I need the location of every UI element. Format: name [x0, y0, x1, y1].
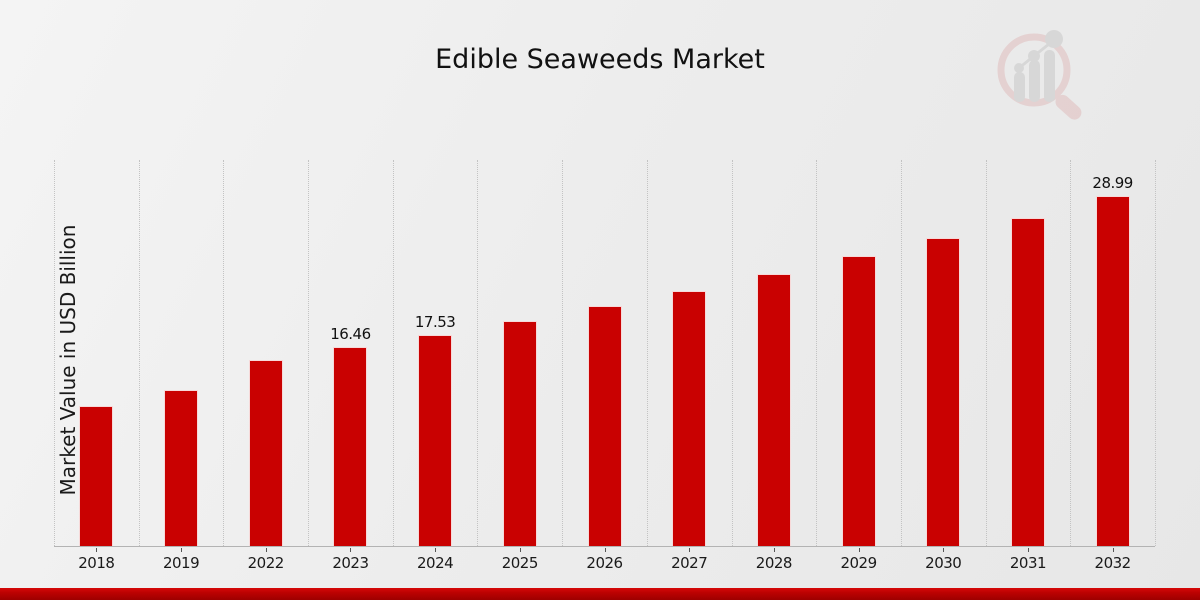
x-axis-line [54, 546, 1155, 547]
bar-2025 [502, 320, 537, 546]
bar-value-label-2024: 17.53 [414, 312, 456, 331]
gridline [731, 160, 733, 546]
bar-2028 [756, 273, 791, 546]
x-axis-tick [689, 548, 691, 552]
bar-2029 [841, 256, 876, 546]
bar-2030 [926, 237, 961, 546]
gridline [308, 160, 310, 546]
x-axis-tick [943, 548, 945, 552]
bar-2031 [1010, 217, 1045, 546]
bar-2026 [587, 306, 622, 546]
gridline [477, 160, 479, 546]
x-tick-label-2028: 2028 [755, 554, 793, 572]
bar-2022 [248, 359, 283, 546]
x-tick-label-2022: 2022 [247, 554, 285, 572]
logo-bar-small [1014, 72, 1025, 102]
x-tick-label-2025: 2025 [501, 554, 539, 572]
bar-2023 [333, 347, 368, 546]
bar-2019 [164, 390, 199, 546]
x-axis-tick [1112, 548, 1114, 552]
bar-2032 [1095, 196, 1130, 546]
magnifier-ring [997, 33, 1071, 107]
logo-dot-2 [1028, 50, 1040, 62]
x-tick-label-2026: 2026 [586, 554, 623, 572]
gridline [562, 160, 564, 546]
bar-2024 [418, 334, 453, 546]
gridline [900, 160, 902, 546]
x-tick-label-2024: 2024 [417, 554, 454, 572]
x-axis-tick [519, 548, 521, 552]
gridline [223, 160, 225, 546]
bar-2027 [672, 290, 707, 546]
gridline [985, 160, 987, 546]
gridline [1070, 160, 1072, 546]
logo-dot-3 [1045, 30, 1063, 48]
logo-bar-large [1044, 50, 1055, 102]
x-tick-label-2029: 2029 [840, 554, 877, 572]
x-tick-label-2023: 2023 [332, 554, 369, 572]
x-axis-tick [604, 548, 606, 552]
gridline [392, 160, 394, 546]
bar-value-label-2032: 28.99 [1092, 174, 1133, 193]
gridline [54, 160, 55, 546]
x-tick-label-2031: 2031 [1009, 554, 1047, 572]
x-axis-tick [435, 548, 437, 552]
chart-title: Edible Seaweeds Market [435, 44, 765, 75]
magnifier-growth-logo-icon [997, 30, 1082, 120]
gridline [1155, 160, 1156, 546]
logo-bar-medium [1029, 60, 1040, 102]
x-tick-label-2027: 2027 [671, 554, 708, 572]
gridline [138, 160, 140, 546]
x-axis-tick [265, 548, 267, 552]
x-axis-tick [96, 548, 98, 552]
bar-value-label-2023: 16.46 [330, 325, 371, 344]
logo-dot-1 [1014, 63, 1024, 73]
x-axis-tick [350, 548, 352, 552]
gridline [816, 160, 818, 546]
x-axis-tick [181, 548, 183, 552]
x-axis-tick [773, 548, 775, 552]
footer-red-bar [0, 588, 1200, 600]
x-tick-label-2018: 2018 [78, 554, 115, 572]
bar-2018 [79, 405, 114, 546]
x-tick-label-2030: 2030 [925, 554, 962, 572]
x-axis-tick [1027, 548, 1029, 552]
gridline [646, 160, 648, 546]
x-tick-label-2032: 2032 [1094, 554, 1132, 572]
x-axis-tick [858, 548, 860, 552]
x-tick-label-2019: 2019 [162, 554, 200, 572]
magnifier-handle [1055, 94, 1082, 120]
plot-area: 2018 2019 2022 16.46 2023 17.53 2024 2025 2026 20… [54, 160, 1156, 572]
